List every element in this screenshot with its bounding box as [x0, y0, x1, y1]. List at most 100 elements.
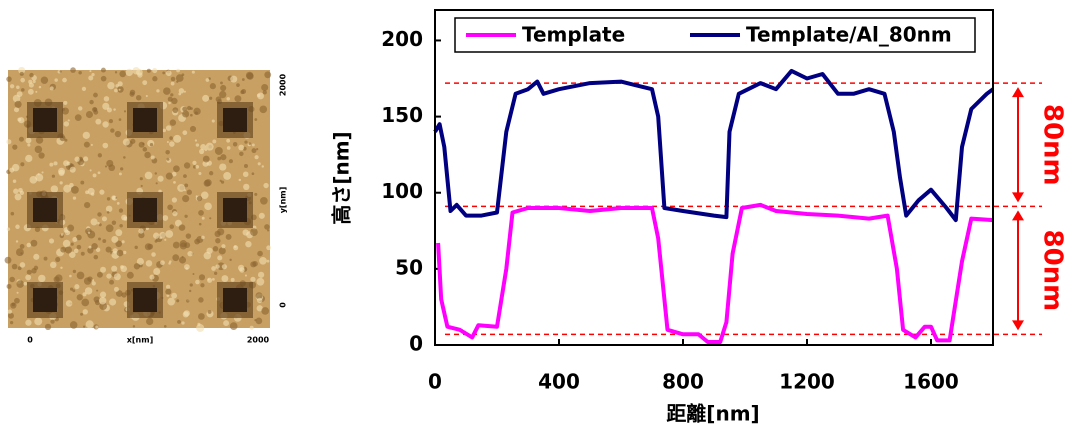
afm-grain: [144, 171, 153, 180]
afm-grain: [229, 258, 232, 262]
afm-grain: [215, 96, 222, 103]
afm-grain: [83, 325, 86, 328]
afm-grain: [138, 141, 145, 148]
afm-grain: [20, 252, 23, 255]
afm-grain: [9, 84, 15, 89]
afm-grain: [27, 88, 34, 95]
afm-grain: [151, 252, 156, 257]
afm-grain: [258, 212, 265, 219]
afm-grain: [250, 228, 258, 236]
afm-grain: [198, 297, 204, 303]
afm-grain: [173, 165, 180, 173]
afm-grain: [165, 149, 170, 155]
afm-grain: [186, 299, 190, 303]
afm-grain: [170, 81, 175, 86]
afm-grain: [261, 165, 264, 168]
afm-grain: [160, 260, 165, 266]
afm-grain: [139, 177, 143, 181]
afm-grain: [190, 113, 193, 117]
afm-grain: [59, 70, 62, 73]
afm-grain: [260, 196, 268, 205]
afm-grain: [115, 240, 123, 248]
afm-image: [4, 66, 272, 332]
afm-grain: [172, 241, 180, 249]
afm-grain: [207, 278, 210, 281]
afm-grain: [264, 224, 270, 230]
afm-grain: [55, 257, 61, 263]
afm-grain: [11, 263, 18, 270]
afm-pit: [33, 108, 57, 132]
arrow-head: [1012, 192, 1024, 203]
afm-grain: [97, 153, 103, 158]
afm-grain: [91, 72, 95, 77]
afm-grain: [138, 228, 144, 234]
afm-grain: [244, 140, 248, 144]
afm-grain: [192, 272, 195, 276]
afm-grain: [208, 171, 214, 176]
afm-grain: [121, 240, 125, 244]
afm-grain: [78, 70, 82, 75]
afm-grain: [171, 292, 178, 299]
afm-grain: [118, 208, 124, 213]
afm-grain: [203, 179, 211, 187]
afm-grain: [192, 165, 197, 169]
afm-grain: [25, 319, 32, 326]
image-y-label: y[nm]: [279, 187, 288, 214]
afm-grain: [146, 317, 154, 326]
afm-grain: [118, 88, 121, 91]
afm-grain: [102, 239, 107, 243]
afm-grain: [251, 143, 255, 147]
afm-grain: [156, 89, 160, 93]
afm-grain: [189, 283, 193, 287]
afm-grain: [165, 172, 173, 180]
afm-grain: [236, 83, 240, 87]
afm-grain: [72, 237, 78, 242]
afm-grain: [266, 229, 270, 232]
afm-grain: [142, 80, 148, 86]
afm-grain: [12, 144, 18, 150]
afm-grain: [63, 121, 70, 127]
afm-grain: [218, 247, 226, 255]
afm-grain: [254, 155, 259, 160]
afm-grain: [69, 321, 78, 329]
plot-frame: [434, 9, 994, 346]
afm-grain: [113, 273, 121, 281]
afm-grain: [165, 288, 172, 295]
afm-grain: [30, 239, 38, 247]
afm-pit: [223, 288, 247, 312]
afm-grain: [171, 197, 178, 203]
afm-grain: [176, 299, 180, 303]
afm-grain: [111, 265, 118, 272]
afm-grain: [167, 297, 176, 306]
afm-grain: [238, 144, 245, 151]
afm-grain: [25, 274, 32, 281]
afm-grain: [196, 324, 205, 332]
afm-grain: [251, 148, 257, 154]
afm-grain: [241, 78, 245, 81]
afm-pit: [223, 108, 247, 132]
afm-grain: [254, 192, 258, 196]
afm-grain: [82, 131, 90, 139]
afm-grain: [75, 234, 82, 241]
afm-grain: [123, 110, 127, 113]
afm-grain: [257, 250, 263, 257]
afm-grain: [182, 106, 188, 112]
afm-grain: [255, 292, 263, 300]
afm-grain: [117, 81, 123, 87]
afm-grain: [214, 147, 223, 155]
afm-pit: [223, 198, 247, 222]
afm-grain: [25, 137, 32, 144]
afm-grain: [168, 101, 171, 105]
afm-grain: [54, 78, 58, 82]
afm-grain: [67, 119, 70, 122]
afm-grain: [150, 155, 155, 160]
afm-grain: [70, 242, 74, 246]
afm-grain: [119, 223, 123, 228]
afm-grain: [226, 138, 231, 143]
afm-grain: [157, 175, 164, 182]
afm-grain: [29, 72, 34, 78]
afm-grain: [83, 141, 90, 148]
afm-grain: [78, 156, 83, 162]
afm-grain: [132, 325, 136, 328]
afm-grain: [88, 245, 92, 249]
